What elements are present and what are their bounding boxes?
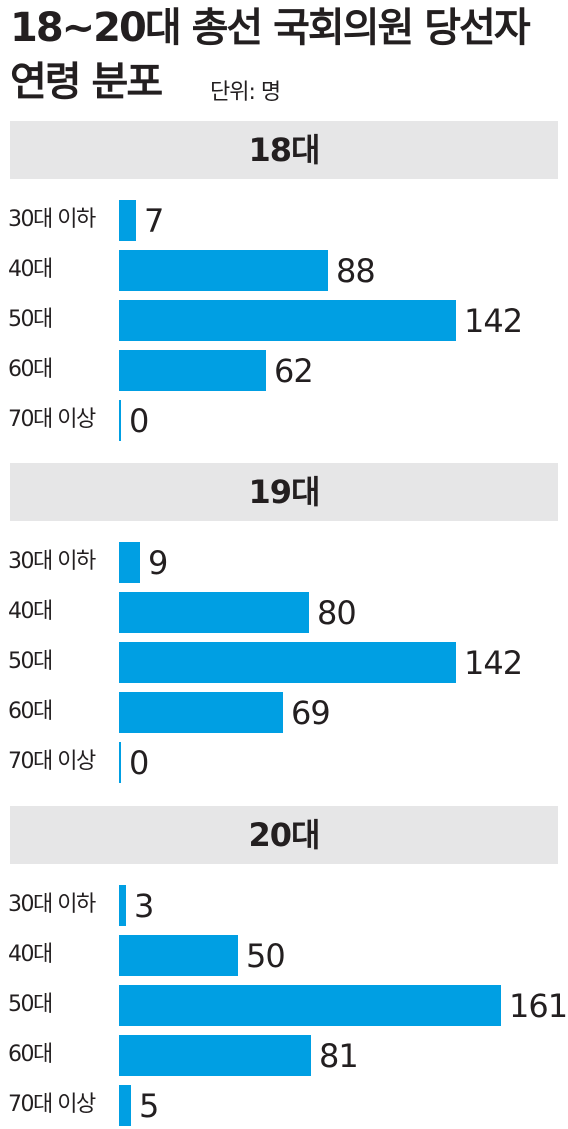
value-label: 5: [139, 1087, 159, 1125]
value-label: 161: [509, 987, 568, 1025]
value-label: 0: [129, 402, 149, 440]
chart-title-line1: 18~20대 총선 국회의원 당선자: [10, 5, 531, 51]
value-label: 62: [274, 352, 314, 390]
bar: [119, 642, 456, 683]
value-label: 9: [148, 544, 168, 582]
bar: [119, 300, 456, 341]
category-label: 60대: [8, 1042, 53, 1067]
category-label: 70대 이상: [8, 1092, 96, 1117]
bar: [119, 885, 126, 926]
value-label: 80: [317, 594, 357, 632]
category-label: 30대 이하: [8, 207, 96, 232]
category-label: 50대: [8, 649, 53, 674]
value-label: 81: [319, 1037, 359, 1075]
category-label: 60대: [8, 699, 53, 724]
category-label: 30대 이하: [8, 549, 96, 574]
bar: [119, 742, 121, 783]
category-label: 70대 이상: [8, 749, 96, 774]
category-label: 70대 이상: [8, 407, 96, 432]
bar: [119, 1085, 131, 1126]
value-label: 142: [464, 302, 523, 340]
value-label: 88: [336, 252, 376, 290]
value-label: 0: [129, 744, 149, 782]
value-label: 3: [134, 887, 154, 925]
value-label: 7: [144, 202, 164, 240]
panel-header: 18대: [10, 121, 558, 179]
category-label: 40대: [8, 257, 53, 282]
panel-header: 20대: [10, 806, 558, 864]
bar: [119, 1035, 311, 1076]
value-label: 142: [464, 644, 523, 682]
bar: [119, 592, 309, 633]
category-label: 30대 이하: [8, 892, 96, 917]
chart-title-line2: 연령 분포: [10, 59, 163, 105]
bar: [119, 350, 266, 391]
value-label: 69: [291, 694, 331, 732]
bar: [119, 250, 328, 291]
category-label: 40대: [8, 599, 53, 624]
bar: [119, 692, 283, 733]
unit-label: 단위: 명: [210, 80, 281, 105]
panel-header: 19대: [10, 463, 558, 521]
bar: [119, 985, 501, 1026]
category-label: 60대: [8, 357, 53, 382]
bar: [119, 935, 238, 976]
bar: [119, 200, 136, 241]
value-label: 50: [246, 937, 286, 975]
category-label: 50대: [8, 992, 53, 1017]
category-label: 40대: [8, 942, 53, 967]
category-label: 50대: [8, 307, 53, 332]
bar: [119, 400, 121, 441]
bar: [119, 542, 140, 583]
